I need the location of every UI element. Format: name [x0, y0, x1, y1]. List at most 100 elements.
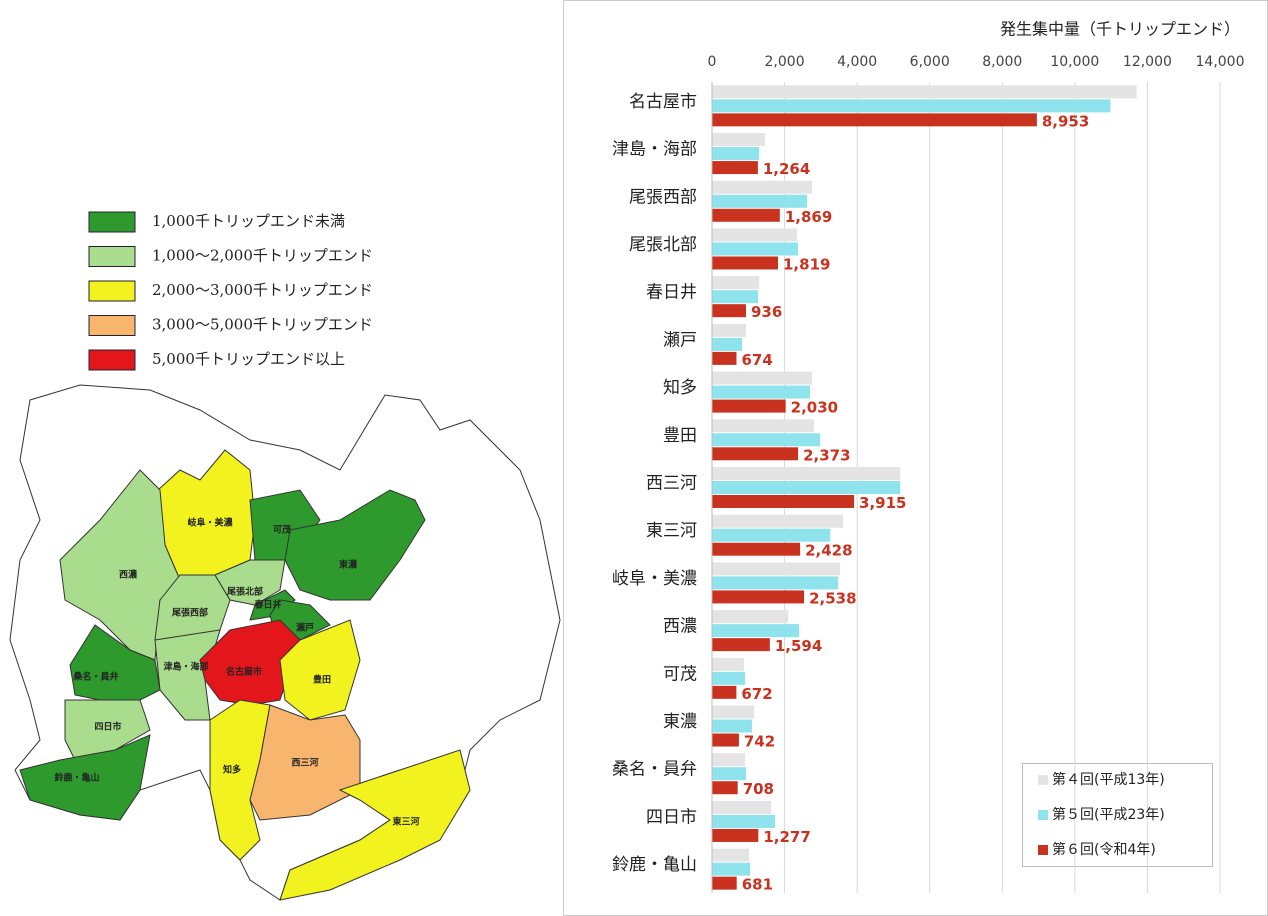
data-label: 742	[744, 733, 775, 751]
map-legend-label: 5,000千トリップエンド以上	[152, 350, 345, 368]
region	[19, 734, 151, 821]
bar	[712, 467, 901, 480]
legend-label: 第６回(令和4年)	[1052, 841, 1156, 858]
legend-swatch	[1038, 775, 1048, 785]
bar	[712, 85, 1137, 99]
bar	[712, 385, 810, 399]
bar	[712, 147, 760, 161]
legend	[1022, 763, 1213, 867]
x-tick-label: 4,000	[837, 54, 877, 70]
bar	[712, 876, 737, 890]
region	[279, 619, 361, 721]
map-legend-label: 1,000千トリップエンド未満	[152, 212, 345, 230]
data-label: 8,953	[1042, 112, 1089, 130]
map-label: 四日市	[94, 721, 121, 733]
map-legend-label: 2,000～3,000千トリップエンド	[152, 281, 373, 299]
bar	[712, 194, 808, 208]
data-label: 2,428	[805, 542, 852, 560]
data-label: 1,594	[775, 637, 822, 655]
bar	[712, 685, 737, 699]
bar	[712, 753, 746, 767]
bar	[712, 624, 800, 638]
bar	[712, 161, 758, 175]
bar	[712, 814, 776, 828]
x-tick-label: 0	[708, 54, 717, 70]
bar	[712, 848, 750, 862]
map-label: 津島・海部	[163, 661, 208, 673]
bar	[712, 576, 839, 590]
bar	[712, 719, 752, 733]
map-label: 東濃	[339, 559, 358, 571]
bar	[712, 828, 759, 842]
bar	[712, 256, 779, 270]
data-label: 708	[743, 780, 774, 798]
y-tick-label: 鈴鹿・亀山	[612, 855, 697, 875]
y-tick-label: 春日井	[646, 283, 697, 303]
map-legend-label: 3,000～5,000千トリップエンド	[152, 316, 373, 334]
y-tick-label: 東三河	[646, 521, 697, 541]
map-label: 東三河	[392, 816, 419, 828]
legend-swatch	[1038, 810, 1048, 820]
y-tick-label: 桑名・員弁	[612, 760, 697, 780]
data-label: 2,030	[791, 399, 838, 417]
bar	[712, 781, 738, 795]
y-tick-label: 岐阜・美濃	[612, 569, 697, 589]
data-label: 1,277	[763, 828, 810, 846]
region	[199, 619, 301, 706]
map-legend-swatch	[88, 315, 136, 336]
bar	[712, 495, 855, 508]
map-label: 尾張北部	[226, 586, 263, 598]
x-tick-label: 8,000	[982, 54, 1022, 70]
axis-title: 発生集中量（千トリップエンド）	[1000, 20, 1240, 39]
region	[284, 489, 426, 601]
bar	[712, 208, 780, 222]
y-tick-label: 西三河	[646, 474, 697, 494]
map-label: 豊田	[313, 674, 331, 686]
map-label: 名古屋市	[226, 666, 262, 678]
bar	[712, 337, 743, 351]
bar	[712, 610, 789, 624]
y-tick-label: 東濃	[663, 712, 697, 732]
y-tick-label: 可茂	[663, 664, 697, 684]
map-label: 西三河	[291, 757, 318, 769]
bar	[712, 862, 751, 876]
bar	[712, 433, 821, 447]
bar	[712, 705, 755, 719]
data-label: 672	[741, 685, 772, 703]
bar	[712, 113, 1037, 127]
bar	[712, 180, 813, 194]
map-label: 瀬戸	[296, 622, 314, 634]
bar	[712, 638, 770, 652]
data-label: 681	[742, 876, 773, 894]
data-label: 3,915	[859, 494, 906, 512]
data-label: 936	[751, 303, 782, 321]
data-label: 1,819	[783, 255, 830, 273]
map-label: 鈴鹿・亀山	[54, 772, 99, 784]
map-label: 可茂	[273, 524, 291, 536]
legend-label: 第４回(平成13年)	[1052, 771, 1165, 788]
x-tick-label: 6,000	[910, 54, 950, 70]
bar	[712, 767, 747, 781]
bar	[712, 99, 1111, 113]
bar	[712, 228, 798, 242]
data-label: 674	[741, 351, 772, 369]
bar	[712, 133, 765, 147]
bar	[712, 657, 744, 671]
data-label: 1,869	[785, 208, 832, 226]
bar	[712, 419, 814, 433]
y-tick-label: 尾張西部	[629, 187, 697, 207]
region	[249, 704, 361, 821]
region	[69, 624, 161, 701]
y-tick-label: 名古屋市	[629, 92, 697, 112]
data-label: 1,264	[763, 160, 810, 178]
data-label: 2,373	[803, 446, 850, 464]
map-legend-swatch	[88, 246, 136, 267]
map-legend-swatch	[88, 349, 136, 371]
map-legend-swatch	[88, 211, 136, 233]
map-label: 春日井	[253, 599, 281, 611]
bar	[712, 276, 760, 290]
map	[9, 384, 561, 901]
bar	[712, 447, 799, 461]
bar	[712, 671, 746, 685]
